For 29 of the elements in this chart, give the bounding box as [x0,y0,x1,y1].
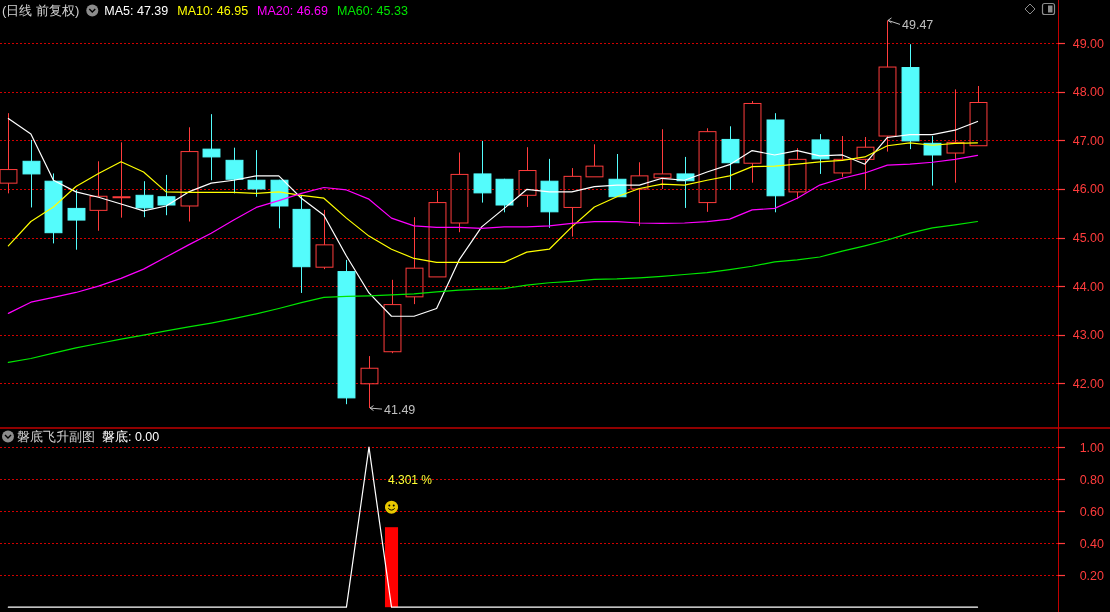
y-tick-label: 0.40 [1079,536,1105,551]
y-tick-label: 43.00 [1072,328,1105,343]
line-series [7,117,979,317]
line-series [7,220,979,364]
y-tick-label: 44.00 [1072,279,1105,294]
annotation: 4.301 % [385,473,433,514]
text: MA10: 46.95 [177,4,249,18]
y-tick-label: 0.20 [1079,568,1105,583]
annotation: 4.301 % [388,473,433,488]
y-tick-label: 1.00 [1079,440,1105,455]
y-tick-label: 47.00 [1072,133,1105,148]
y-tick-label: 0.60 [1079,504,1105,519]
chart-title: 磐底飞升副图 [17,429,95,444]
annotation: 41.49 [384,402,416,417]
annotation: 41.49 [369,402,416,417]
text: 磐底: 0.00 [102,430,160,444]
text: MA20: 46.69 [257,4,329,18]
y-tick-label: 42.00 [1072,376,1105,391]
y-tick-label: 48.00 [1072,85,1105,100]
annotation: 49.47 [887,17,934,32]
text: MA5: 47.39 [104,4,169,18]
chart-title: (日线 前复权) [2,3,80,18]
text: MA60: 45.33 [337,4,408,18]
line-series [7,154,979,314]
y-tick-label: 49.00 [1072,36,1105,51]
y-tick-label: 46.00 [1072,182,1105,197]
y-tick-label: 45.00 [1072,231,1105,246]
annotation: 49.47 [902,17,934,32]
y-tick-label: 0.80 [1079,472,1105,487]
